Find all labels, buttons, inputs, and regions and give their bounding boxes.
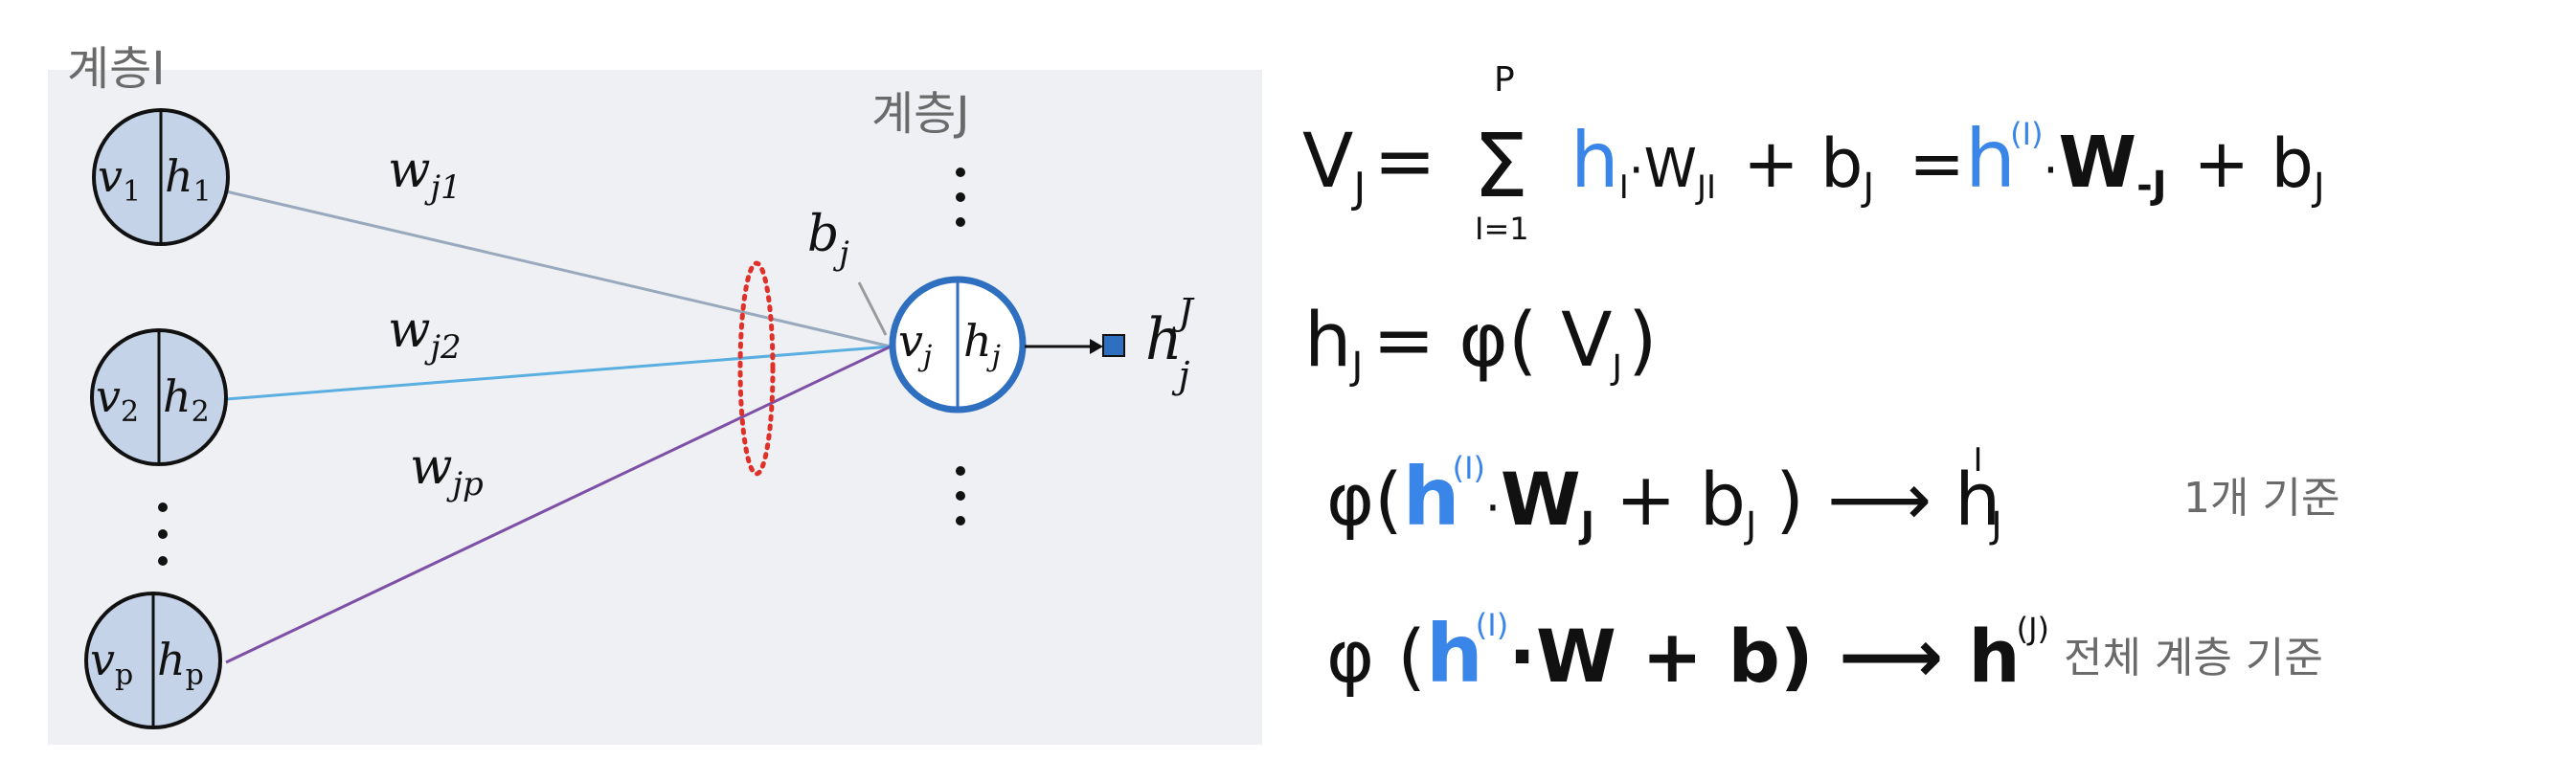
eq4-note: 전체 계층 기준 bbox=[2064, 634, 2323, 682]
eq1-b2-sub: J bbox=[2311, 166, 2325, 210]
node-h-label: hp bbox=[157, 634, 204, 692]
input-node-p: vp hp bbox=[84, 592, 222, 729]
eq4-phi: φ ( bbox=[1326, 614, 1426, 699]
weight-label-1: wj1 bbox=[388, 142, 462, 207]
layer-i-label: 계층I bbox=[67, 42, 165, 96]
eq2-rhs: = φ( V bbox=[1372, 298, 1612, 384]
eq1-equals: = bbox=[1373, 119, 1435, 205]
eq2-close: ) bbox=[1628, 298, 1657, 384]
eq1-dot: · bbox=[1629, 143, 1644, 198]
svg-text:φ(h(I)·WJ+ bJ) ⟶ hJI: φ(h(I)·WJ + bJ) ⟶ hJI bbox=[1326, 441, 2002, 547]
connection-line-p bbox=[225, 345, 892, 664]
weight-label-2: wj2 bbox=[388, 302, 462, 367]
eq3-plus-b: + b bbox=[1616, 457, 1746, 542]
eq3-b-sub: J bbox=[1744, 504, 1756, 547]
ellipsis-dots-right-bottom bbox=[956, 466, 965, 525]
eq4-rest: ·W + b) ⟶ h bbox=[1508, 614, 2020, 699]
eq2-v-sub: J bbox=[1610, 348, 1622, 388]
eq3-phi: φ( bbox=[1326, 457, 1403, 542]
equation-4: φ (h(I)·W + b) ⟶ h(J) 전체 계층 기준 bbox=[1326, 607, 2323, 701]
eq3-close-arrow: ) ⟶ h bbox=[1775, 457, 2000, 542]
eq1-plus-b2: + b bbox=[2194, 124, 2314, 203]
output-node-v-label: vj bbox=[898, 315, 932, 373]
eq4-h-sup: (I) bbox=[1476, 607, 1508, 643]
eq1-lhs: V bbox=[1302, 119, 1353, 205]
eq2-lhs: h bbox=[1304, 298, 1351, 384]
input-node-2: v2 h2 bbox=[90, 328, 228, 466]
eq1-dot-2: · bbox=[2044, 143, 2059, 198]
ellipsis-dots-left bbox=[158, 503, 168, 566]
layer-j-label: 계층J bbox=[871, 87, 969, 141]
eq1-lhs-sub: J bbox=[1350, 164, 1366, 212]
connection-line-1 bbox=[225, 190, 892, 348]
svg-text:hJ= φ( VJ): hJ = φ( VJ) bbox=[1304, 298, 1657, 389]
neural-network-diagram: 계층I 계층J v1 h1 v2 h2 bbox=[48, 42, 1262, 745]
eq3-w: W bbox=[1501, 457, 1581, 542]
eq1-h2-sup: (I) bbox=[2010, 116, 2043, 152]
diagram-panel bbox=[48, 70, 1262, 745]
eq3-w-sub: J bbox=[1578, 504, 1594, 547]
bias-pointer-line bbox=[857, 281, 888, 336]
eq3-res-sup: I bbox=[1974, 441, 1983, 480]
eq4-h: h bbox=[1426, 607, 1483, 701]
handwritten-notes: VJ = Σ P I=1 hI·WJI + bJ =h(I)·W-J + bJ hJ = … bbox=[1302, 60, 2339, 701]
eq2-lhs-sub: J bbox=[1348, 345, 1363, 389]
node-v-label: vp bbox=[90, 634, 133, 692]
svg-text:VJ=: VJ = bbox=[1302, 119, 1436, 212]
eq1-b-sub: J bbox=[1860, 166, 1874, 210]
node-h-label: h1 bbox=[165, 150, 212, 209]
output-node-h-label: hj bbox=[963, 315, 1001, 373]
input-node-1: v1 h1 bbox=[92, 108, 230, 246]
eq1-sum-top: P bbox=[1494, 60, 1515, 100]
svg-text:φ (h(I)·W + b) ⟶ h(J): φ (h(I)·W + b) ⟶ h(J) bbox=[1326, 607, 2049, 701]
eq1-w-sub: JI bbox=[1695, 168, 1716, 207]
output-arrow-head-icon bbox=[1090, 339, 1103, 354]
eq1-h2: h bbox=[1965, 112, 2016, 206]
eq3-h-sup: (I) bbox=[1453, 450, 1485, 486]
node-h-label: h2 bbox=[163, 370, 210, 429]
eq1-sum-bottom: I=1 bbox=[1475, 211, 1529, 247]
equation-3: φ(h(I)·WJ + bJ) ⟶ hJI 1개 기준 bbox=[1326, 441, 2339, 547]
eq3-h: h bbox=[1403, 450, 1460, 544]
output-square-icon bbox=[1102, 334, 1125, 357]
eq1-sub-i: I bbox=[1619, 168, 1629, 207]
eq1-plus-b: + b bbox=[1743, 124, 1863, 203]
eq1-w2: W bbox=[2058, 122, 2136, 204]
equation-1: VJ = Σ P I=1 hI·WJI + bJ =h(I)·W-J + bJ bbox=[1302, 60, 2325, 247]
connection-line-2 bbox=[225, 345, 892, 401]
eq3-res-sub: J bbox=[1989, 504, 2001, 547]
weight-label-p: wjp bbox=[410, 438, 484, 503]
ellipsis-dots-right-top bbox=[956, 168, 965, 227]
bias-ellipse bbox=[737, 260, 776, 477]
eq3-note: 1개 기준 bbox=[2183, 474, 2339, 523]
eq3-dot: · bbox=[1485, 481, 1501, 536]
node-v-label: v1 bbox=[98, 150, 141, 209]
eq1-h: h bbox=[1570, 116, 1619, 205]
eq4-res-sup: (J) bbox=[2017, 611, 2049, 647]
eq1-equals-2: = bbox=[1909, 124, 1965, 203]
output-node-j: vj hj bbox=[889, 276, 1027, 414]
node-v-label: v2 bbox=[96, 370, 139, 429]
equation-2: hJ = φ( VJ) bbox=[1304, 298, 1657, 389]
eq1-sigma: Σ bbox=[1473, 115, 1528, 217]
eq1-w2-sub: -J bbox=[2136, 164, 2166, 208]
svg-text:hI·WJI+ bJ=h(I)·W-J+ bJ: hI·WJI + bJ =h(I)·W-J + bJ bbox=[1570, 112, 2325, 210]
eq1-w: W bbox=[1644, 138, 1697, 200]
